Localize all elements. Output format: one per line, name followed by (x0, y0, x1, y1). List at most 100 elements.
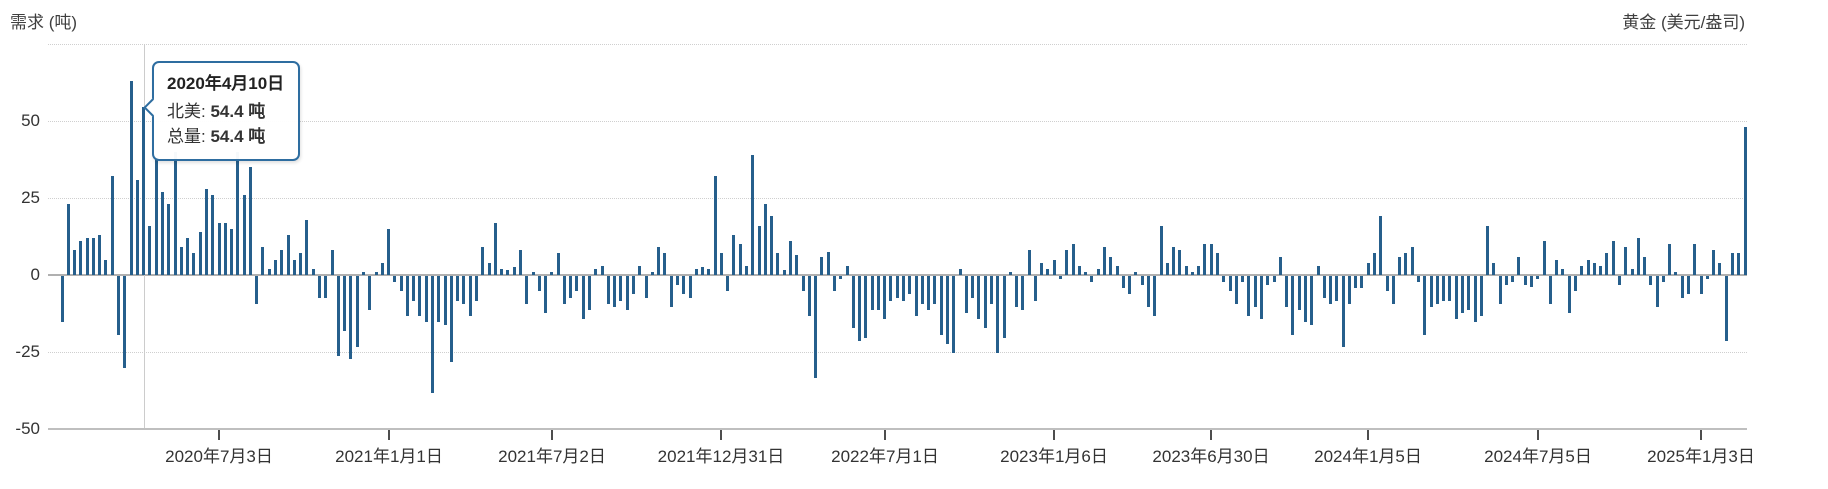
bar[interactable] (657, 247, 660, 275)
bar[interactable] (1392, 276, 1395, 304)
bar[interactable] (1398, 257, 1401, 275)
bar[interactable] (199, 232, 202, 275)
bar[interactable] (1593, 263, 1596, 275)
bar[interactable] (1379, 216, 1382, 275)
bar[interactable] (1028, 250, 1031, 275)
bar[interactable] (1021, 276, 1024, 310)
bar[interactable] (1317, 266, 1320, 275)
bar[interactable] (1731, 253, 1734, 275)
bar[interactable] (1649, 276, 1652, 285)
bar[interactable] (1034, 276, 1037, 301)
bar[interactable] (1097, 269, 1100, 275)
bar[interactable] (356, 276, 359, 347)
bar[interactable] (305, 220, 308, 275)
bar[interactable] (758, 226, 761, 275)
bar[interactable] (1360, 276, 1363, 288)
bar[interactable] (1662, 276, 1665, 282)
bar[interactable] (513, 267, 516, 275)
bar[interactable] (1310, 276, 1313, 325)
bar[interactable] (1046, 269, 1049, 275)
bar[interactable] (456, 276, 459, 301)
bar[interactable] (425, 276, 428, 322)
bar[interactable] (462, 276, 465, 304)
bar[interactable] (73, 250, 76, 275)
bar[interactable] (1461, 276, 1464, 313)
bar[interactable] (613, 276, 616, 307)
bar[interactable] (1329, 276, 1332, 304)
bar[interactable] (833, 276, 836, 291)
bar[interactable] (814, 276, 817, 378)
bar[interactable] (689, 276, 692, 298)
bar[interactable] (450, 276, 453, 362)
bar[interactable] (218, 223, 221, 275)
bar[interactable] (946, 276, 949, 344)
bar[interactable] (1668, 244, 1671, 275)
bar[interactable] (299, 253, 302, 275)
bar[interactable] (726, 276, 729, 291)
bar[interactable] (1090, 276, 1093, 282)
bar[interactable] (720, 253, 723, 275)
bar[interactable] (1128, 276, 1131, 294)
bar[interactable] (349, 276, 352, 359)
bar[interactable] (1354, 276, 1357, 288)
bar[interactable] (79, 241, 82, 275)
bar[interactable] (287, 235, 290, 275)
bar[interactable] (1260, 276, 1263, 319)
bar[interactable] (1229, 276, 1232, 291)
bar[interactable] (148, 226, 151, 275)
bar[interactable] (1587, 260, 1590, 275)
bar[interactable] (651, 272, 654, 275)
bar[interactable] (255, 276, 258, 304)
bar[interactable] (846, 266, 849, 275)
bar[interactable] (1631, 269, 1634, 275)
bar[interactable] (1744, 127, 1747, 275)
bar[interactable] (293, 260, 296, 275)
bar[interactable] (1348, 276, 1351, 304)
bar[interactable] (1266, 276, 1269, 285)
bar[interactable] (1304, 276, 1307, 322)
bar[interactable] (343, 276, 346, 331)
bar[interactable] (406, 276, 409, 316)
bar[interactable] (1160, 226, 1163, 275)
bar[interactable] (996, 276, 999, 353)
bar[interactable] (971, 276, 974, 298)
bar[interactable] (877, 276, 880, 310)
bar[interactable] (619, 276, 622, 301)
bar[interactable] (1116, 266, 1119, 275)
bar[interactable] (751, 155, 754, 275)
bar[interactable] (889, 276, 892, 301)
bar[interactable] (1009, 272, 1012, 275)
bar[interactable] (1499, 276, 1502, 304)
bar[interactable] (1404, 253, 1407, 275)
bar[interactable] (1530, 276, 1533, 287)
bar[interactable] (933, 276, 936, 304)
bar[interactable] (1103, 247, 1106, 275)
bar[interactable] (224, 223, 227, 275)
bar[interactable] (1430, 276, 1433, 307)
bar[interactable] (1442, 276, 1445, 301)
bar[interactable] (1015, 276, 1018, 307)
bar[interactable] (707, 269, 710, 275)
bar[interactable] (1291, 276, 1294, 335)
bar[interactable] (1637, 238, 1640, 275)
bar[interactable] (940, 276, 943, 335)
bar[interactable] (142, 107, 145, 275)
bar[interactable] (1078, 266, 1081, 275)
bar[interactable] (1053, 260, 1056, 275)
bar[interactable] (1273, 276, 1276, 282)
bar[interactable] (1511, 276, 1514, 282)
bar[interactable] (883, 276, 886, 319)
bar[interactable] (802, 276, 805, 291)
bar[interactable] (682, 276, 685, 294)
bar[interactable] (167, 204, 170, 275)
bar[interactable] (1492, 263, 1495, 275)
bar[interactable] (1618, 276, 1621, 285)
bar[interactable] (155, 158, 158, 275)
bar[interactable] (104, 260, 107, 275)
bar[interactable] (1147, 276, 1150, 307)
bar[interactable] (1216, 253, 1219, 275)
bar[interactable] (607, 276, 610, 304)
bar[interactable] (1342, 276, 1345, 347)
bar[interactable] (1524, 276, 1527, 285)
bar[interactable] (896, 276, 899, 298)
